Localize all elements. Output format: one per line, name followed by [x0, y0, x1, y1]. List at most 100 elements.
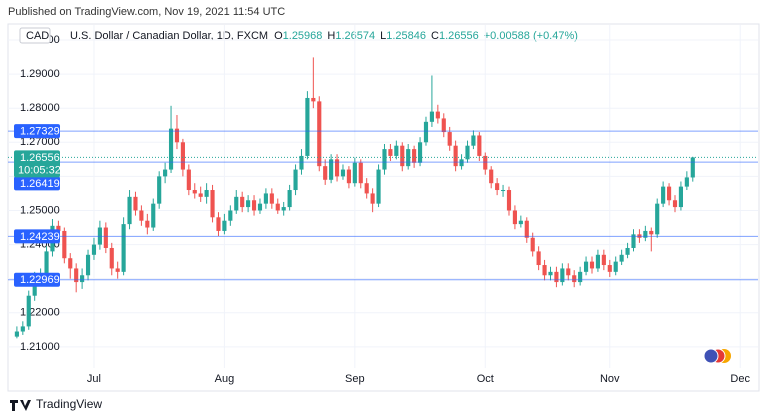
candle-body [269, 193, 274, 204]
candle-body [139, 210, 144, 221]
candle-body [595, 254, 600, 269]
candle-body [619, 254, 624, 262]
candle-body [489, 169, 494, 184]
candle-body [661, 186, 666, 204]
x-tick-label: Oct [477, 373, 494, 385]
x-tick-label: Dec [730, 373, 750, 385]
candle-body [459, 159, 464, 167]
candle-body [145, 220, 150, 228]
candle-body [483, 155, 488, 170]
candle-body [566, 268, 571, 276]
candle-body [240, 196, 245, 208]
candle-body [506, 190, 512, 211]
candle-body [163, 169, 168, 177]
candle-body [257, 203, 263, 211]
candle-body [465, 145, 470, 160]
candle-body [548, 271, 553, 276]
y-tick-label: 1.27000 [20, 136, 60, 148]
candle-body [524, 220, 529, 238]
candle-body [364, 183, 369, 194]
candle-body [91, 244, 97, 255]
candle-body [305, 97, 310, 156]
candle-body [186, 169, 191, 191]
candle-body [583, 261, 589, 272]
candle-body [649, 230, 654, 235]
candle-body [388, 149, 393, 156]
candle-body [346, 169, 351, 184]
candle-body [500, 190, 506, 192]
candle-body [251, 200, 257, 211]
chart-title: U.S. Dollar / Canadian Dollar, 1D, FXCM [70, 30, 268, 42]
candle-body [376, 169, 381, 204]
candle-body [68, 258, 73, 269]
candle-body [560, 268, 565, 283]
candle-body [180, 142, 185, 170]
price-badge-label: 1.27329 [20, 125, 60, 137]
ohlc-key: O [274, 30, 283, 42]
published-note: Published on TradingView.com, Nov 19, 20… [8, 6, 285, 18]
y-tick-label: 1.21000 [20, 341, 60, 353]
candle-body [512, 210, 517, 225]
price-badge-label: 1.22969 [20, 274, 60, 286]
x-tick-label: Nov [600, 373, 620, 385]
candle-body [589, 261, 595, 269]
candle-body [518, 220, 523, 225]
y-tick-label: 1.25000 [20, 204, 60, 216]
candle-body [441, 118, 446, 133]
candle-body [56, 225, 61, 231]
candle-body [666, 186, 672, 201]
candle-body [477, 135, 482, 156]
candle-body [554, 271, 559, 283]
ohlc-value: 1.25968 [283, 30, 323, 42]
candle-body [275, 203, 280, 211]
candle-body [495, 183, 500, 191]
candle-body [210, 190, 215, 218]
candle-body [340, 169, 346, 177]
flag [703, 348, 719, 364]
ohlc-value: 1.26556 [439, 30, 479, 42]
candle-body [334, 159, 340, 177]
candle-body [228, 210, 233, 221]
x-tick-label: Jul [87, 373, 101, 385]
candle-body [655, 203, 660, 235]
candle-body [85, 254, 91, 276]
current-price-label: 1.26556 [20, 152, 60, 164]
price-badge [14, 272, 60, 287]
candle-body [323, 166, 328, 180]
grid [8, 25, 758, 368]
y-tick-label: 1.22000 [20, 307, 60, 319]
candle-body [631, 234, 636, 248]
candle-body [157, 176, 162, 204]
price-badge [14, 229, 60, 244]
candle-body [412, 149, 417, 163]
ohlc-key: H [327, 30, 335, 42]
candle-body [317, 101, 322, 167]
candle-body [578, 271, 583, 283]
candle-body [370, 193, 375, 204]
y-tick-label: 1.28000 [20, 102, 60, 114]
candle-body [471, 135, 476, 146]
candle-body [311, 97, 316, 102]
candle-body [80, 275, 85, 283]
candle-body [109, 247, 114, 269]
candle-body [14, 331, 19, 337]
candle-body [20, 326, 25, 332]
candle-body [198, 193, 203, 197]
candle-body [358, 162, 363, 184]
candle-body [400, 145, 405, 167]
candle-body [429, 111, 434, 122]
price-badge-label: 1.26419 [20, 178, 60, 190]
candle-body [216, 217, 221, 231]
ohlc-key: L [380, 30, 386, 42]
candle-body [690, 157, 695, 178]
brand-name: TradingView [36, 397, 102, 411]
price-badge [14, 176, 60, 191]
current-price-badge [14, 150, 60, 178]
currency-badge [19, 27, 51, 44]
candle-body [447, 132, 452, 146]
countdown-label: 10:05:32 [18, 164, 61, 176]
candle-body [435, 111, 440, 119]
candle-body [530, 237, 535, 252]
candle-body [382, 149, 387, 170]
